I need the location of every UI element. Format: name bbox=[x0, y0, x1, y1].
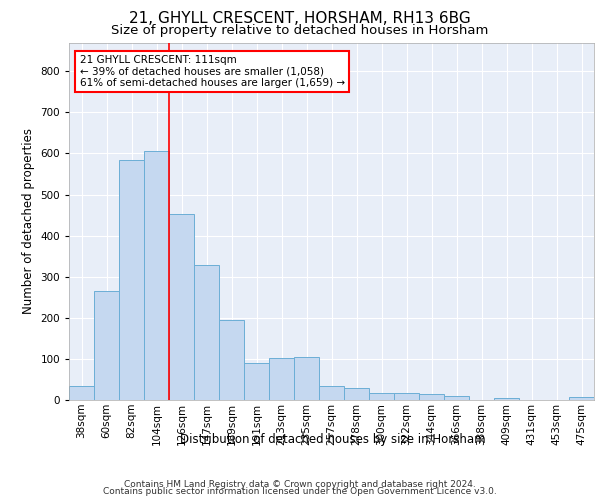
Text: Contains public sector information licensed under the Open Government Licence v3: Contains public sector information licen… bbox=[103, 487, 497, 496]
Bar bbox=[294, 357, 319, 400]
Bar bbox=[94, 291, 119, 400]
Bar bbox=[369, 392, 394, 400]
Bar bbox=[69, 386, 94, 400]
Bar bbox=[569, 397, 594, 400]
Text: Contains HM Land Registry data © Crown copyright and database right 2024.: Contains HM Land Registry data © Crown c… bbox=[124, 480, 476, 489]
Text: Size of property relative to detached houses in Horsham: Size of property relative to detached ho… bbox=[112, 24, 488, 37]
Bar bbox=[219, 320, 244, 400]
Bar bbox=[144, 152, 169, 400]
Bar bbox=[494, 398, 519, 400]
Text: Distribution of detached houses by size in Horsham: Distribution of detached houses by size … bbox=[180, 432, 486, 446]
Bar bbox=[319, 386, 344, 400]
Bar bbox=[344, 388, 369, 400]
Bar bbox=[244, 363, 269, 400]
Y-axis label: Number of detached properties: Number of detached properties bbox=[22, 128, 35, 314]
Bar bbox=[444, 396, 469, 400]
Bar bbox=[169, 214, 194, 400]
Text: 21, GHYLL CRESCENT, HORSHAM, RH13 6BG: 21, GHYLL CRESCENT, HORSHAM, RH13 6BG bbox=[129, 11, 471, 26]
Bar bbox=[269, 358, 294, 400]
Bar bbox=[119, 160, 144, 400]
Bar bbox=[419, 394, 444, 400]
Bar bbox=[394, 394, 419, 400]
Bar bbox=[194, 265, 219, 400]
Text: 21 GHYLL CRESCENT: 111sqm
← 39% of detached houses are smaller (1,058)
61% of se: 21 GHYLL CRESCENT: 111sqm ← 39% of detac… bbox=[79, 55, 344, 88]
